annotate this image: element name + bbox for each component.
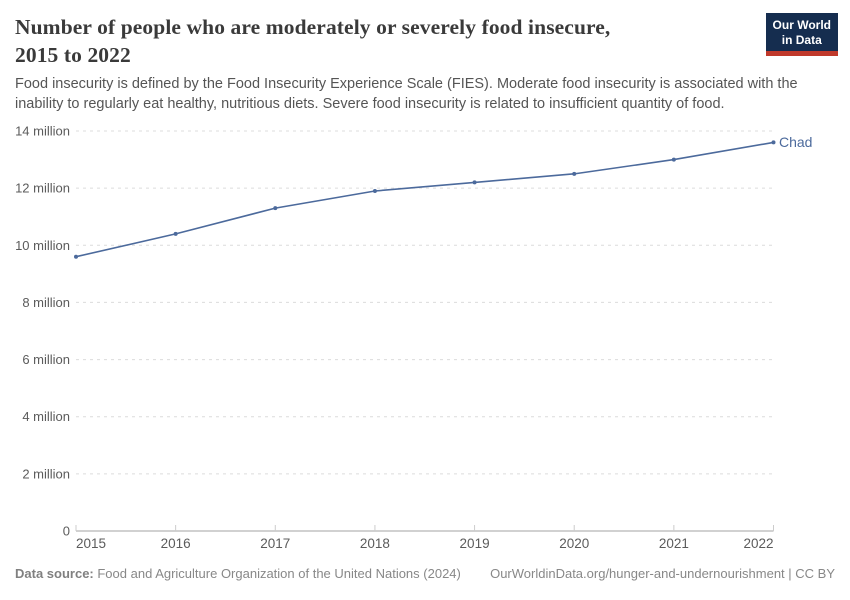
x-axis-tick-label: 2019 xyxy=(460,536,490,551)
x-axis-tick-label: 2020 xyxy=(559,536,589,551)
chart-title-line2: 2015 to 2022 xyxy=(15,43,131,67)
x-axis-tick-label: 2021 xyxy=(659,536,689,551)
y-axis-tick-label: 2 million xyxy=(22,466,70,481)
chart-footer: Data source: Food and Agriculture Organi… xyxy=(15,566,835,581)
data-point[interactable] xyxy=(74,254,78,259)
owid-logo-line1: Our World xyxy=(772,18,831,32)
y-axis-tick-label: 12 million xyxy=(15,181,70,196)
x-axis-tick-label: 2018 xyxy=(360,536,390,551)
data-source: Data source: Food and Agriculture Organi… xyxy=(15,566,461,581)
data-point[interactable] xyxy=(173,231,178,236)
x-axis-tick-label: 2016 xyxy=(161,536,191,551)
x-axis-tick-label: 2017 xyxy=(260,536,290,551)
data-point[interactable] xyxy=(273,206,278,211)
data-point[interactable] xyxy=(372,189,377,193)
series-end-label[interactable]: Chad xyxy=(779,134,812,150)
y-axis-tick-label: 6 million xyxy=(22,352,70,367)
x-axis-tick-label: 2015 xyxy=(76,536,106,551)
chart-title: Number of people who are moderately or s… xyxy=(15,13,715,69)
y-axis-tick-label: 4 million xyxy=(22,409,70,424)
series-line-chad[interactable] xyxy=(75,141,774,258)
owid-url-link[interactable]: OurWorldinData.org/hunger-and-undernouri… xyxy=(490,566,835,581)
data-point[interactable] xyxy=(572,171,577,176)
chart-title-line1: Number of people who are moderately or s… xyxy=(15,15,611,39)
data-source-label: Data source: xyxy=(15,566,94,581)
y-axis-tick-label: 8 million xyxy=(22,295,70,310)
owid-logo[interactable]: Our World in Data xyxy=(765,13,838,56)
x-axis-tick-label: 2022 xyxy=(743,536,773,551)
y-axis-tick-label: 14 million xyxy=(15,124,70,139)
chart-subtitle: Food insecurity is defined by the Food I… xyxy=(15,76,798,112)
data-source-value: Food and Agriculture Organization of the… xyxy=(93,566,461,581)
y-axis-tick-label: 0 xyxy=(63,524,70,539)
data-point[interactable] xyxy=(671,157,676,162)
owid-logo-line2: in Data xyxy=(781,32,822,47)
data-point[interactable] xyxy=(771,140,776,145)
y-axis-tick-label: 10 million xyxy=(15,238,70,253)
data-point[interactable] xyxy=(472,180,477,185)
